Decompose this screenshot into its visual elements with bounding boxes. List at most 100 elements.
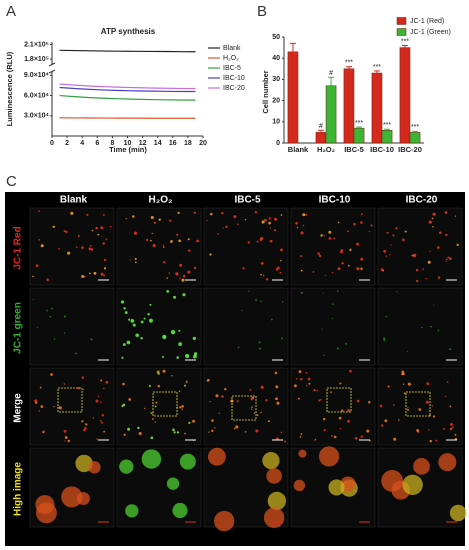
y-tick-label: 9.0×10⁴ (24, 72, 50, 79)
cell (432, 225, 434, 228)
cell (413, 253, 417, 257)
cell (34, 399, 38, 403)
cell (447, 256, 450, 259)
cell (169, 219, 172, 222)
cell (61, 486, 83, 508)
cell (89, 272, 91, 275)
cell (428, 220, 432, 224)
cell (341, 262, 344, 265)
cell (349, 248, 352, 251)
cell (208, 431, 210, 433)
cell (249, 388, 252, 391)
x-tick-label: IBC-5 (344, 145, 364, 154)
cell (193, 352, 198, 356)
cell (280, 248, 283, 252)
cell (402, 383, 405, 385)
cell (262, 274, 265, 277)
cell (370, 224, 373, 227)
cell (50, 373, 53, 376)
cell (81, 274, 85, 278)
cell (150, 436, 154, 440)
cell (82, 389, 85, 391)
cell (150, 215, 154, 220)
cell (354, 436, 358, 440)
cell (32, 299, 34, 301)
cell (182, 293, 186, 297)
cell (360, 435, 364, 438)
legend-label: IBC-20 (223, 85, 245, 92)
cell (392, 404, 395, 406)
y-tick-label: 0 (276, 140, 280, 147)
legend-label: H₂O₂ (223, 55, 239, 62)
cell (105, 380, 109, 384)
cell (120, 300, 125, 304)
cell (101, 414, 104, 417)
cell (64, 440, 66, 442)
bar (399, 47, 411, 144)
cell (81, 420, 84, 423)
y-axis-label: Cell number (261, 70, 270, 113)
cell (281, 301, 284, 303)
cell (337, 221, 340, 224)
cell (214, 510, 235, 532)
cell (386, 231, 389, 234)
cell (401, 372, 405, 376)
cell (84, 275, 86, 278)
cell (340, 250, 343, 254)
cell (280, 214, 283, 216)
cell (433, 304, 435, 306)
cell (274, 371, 278, 375)
cell (217, 233, 219, 235)
cell (293, 479, 306, 492)
cell (130, 319, 135, 323)
cell (381, 470, 404, 492)
cell (95, 226, 99, 230)
axis-break (48, 69, 56, 74)
cell (256, 414, 259, 417)
cell (162, 369, 166, 373)
cell (100, 420, 102, 422)
cell (91, 229, 94, 232)
column-header: IBC-10 (319, 195, 351, 206)
cell (35, 264, 39, 267)
cell (450, 422, 454, 426)
cell (383, 339, 386, 342)
cell (268, 217, 271, 220)
micrograph (203, 207, 289, 286)
cell (157, 384, 160, 388)
cell (320, 234, 323, 237)
cell (248, 290, 250, 292)
cell (166, 277, 168, 279)
cell (192, 336, 196, 341)
cell (178, 342, 182, 346)
cell (267, 420, 270, 423)
cell (206, 219, 208, 221)
cell (300, 292, 303, 294)
cell (356, 242, 360, 246)
x-tick-label: 18 (184, 140, 192, 147)
cell (168, 272, 171, 274)
cell (297, 397, 300, 400)
cell (179, 453, 196, 470)
cell (328, 230, 332, 234)
cell (336, 290, 339, 292)
cell (323, 429, 326, 432)
cell (250, 408, 253, 410)
zoom-box (57, 387, 83, 413)
cell (149, 318, 153, 323)
cell (134, 257, 137, 260)
cell (140, 320, 144, 324)
cell (353, 222, 356, 226)
cell (38, 210, 40, 212)
micrograph (377, 287, 463, 366)
cell (233, 427, 236, 430)
cell (308, 382, 311, 385)
cell (446, 381, 449, 383)
axis-break (48, 62, 56, 67)
legend-label: IBC-10 (223, 75, 245, 82)
cell (316, 389, 319, 392)
cell (235, 425, 239, 429)
panel-label: A (6, 3, 16, 20)
cell (100, 226, 104, 230)
